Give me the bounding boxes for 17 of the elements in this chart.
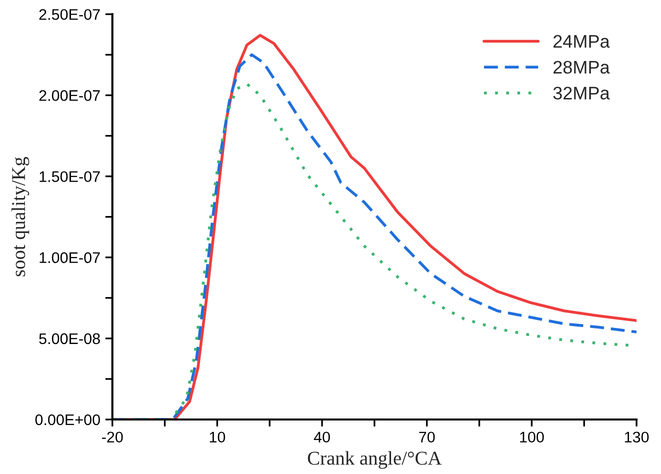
x-axis-title: Crank angle/°CA	[308, 451, 442, 469]
legend-label: 28MPa	[554, 60, 610, 74]
legend-label: 24MPa	[554, 35, 610, 48]
y-tick-label: 0.00E+00	[35, 414, 100, 426]
x-tick-label: 10	[210, 432, 226, 443]
y-tick-label: 5.00E-08	[39, 333, 100, 344]
x-tick-label: 130	[624, 432, 649, 443]
y-tick-label: 2.00E-07	[39, 90, 100, 101]
y-axis-title: soot quality/Kg	[11, 157, 30, 276]
x-tick-label: 40	[314, 432, 330, 443]
legend-label: 32MPa	[553, 86, 610, 100]
y-tick-label: 1.50E-07	[40, 171, 100, 182]
y-tick-label: 2.50E-07	[39, 9, 100, 20]
x-tick-label: 70	[419, 432, 435, 443]
y-tick-label: 1.00E-07	[40, 252, 100, 264]
x-tick-label: -20	[102, 432, 123, 443]
x-tick-label: 100	[520, 432, 544, 443]
